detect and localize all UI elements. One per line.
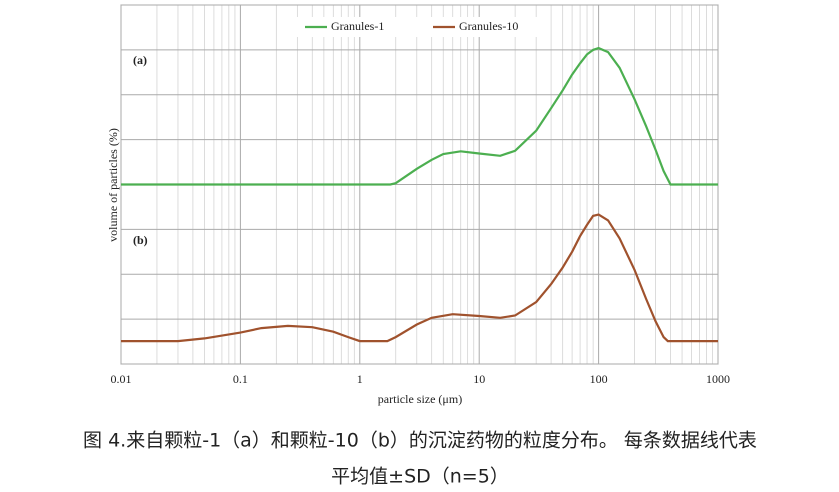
x-tick-label: 1 bbox=[357, 372, 363, 386]
legend: Granules-1 Granules-10 bbox=[290, 17, 550, 37]
x-axis-label: particle size (μm) bbox=[378, 392, 462, 406]
annotation: (a) bbox=[133, 53, 147, 67]
legend-box bbox=[290, 17, 550, 37]
caption: 图 4.来自颗粒-1（a）和颗粒-10（b）的沉淀药物的粒度分布。 每条数据线代… bbox=[83, 430, 757, 452]
lines bbox=[121, 46, 718, 343]
data-line bbox=[121, 213, 718, 343]
x-tick-label: 1000 bbox=[706, 372, 730, 386]
legend-label: Granules-1 bbox=[331, 19, 384, 33]
x-tick-label: 0.01 bbox=[111, 372, 132, 386]
annotation: (b) bbox=[133, 233, 148, 247]
caption: 平均值±SD（n=5） bbox=[331, 466, 509, 488]
data-line bbox=[121, 46, 718, 186]
legend-label: Granules-10 bbox=[459, 19, 518, 33]
x-tick-label: 100 bbox=[590, 372, 608, 386]
x-tick-label: 0.1 bbox=[233, 372, 248, 386]
x-tick-label: 10 bbox=[473, 372, 485, 386]
y-axis-label: volume of particles (%) bbox=[106, 128, 120, 242]
